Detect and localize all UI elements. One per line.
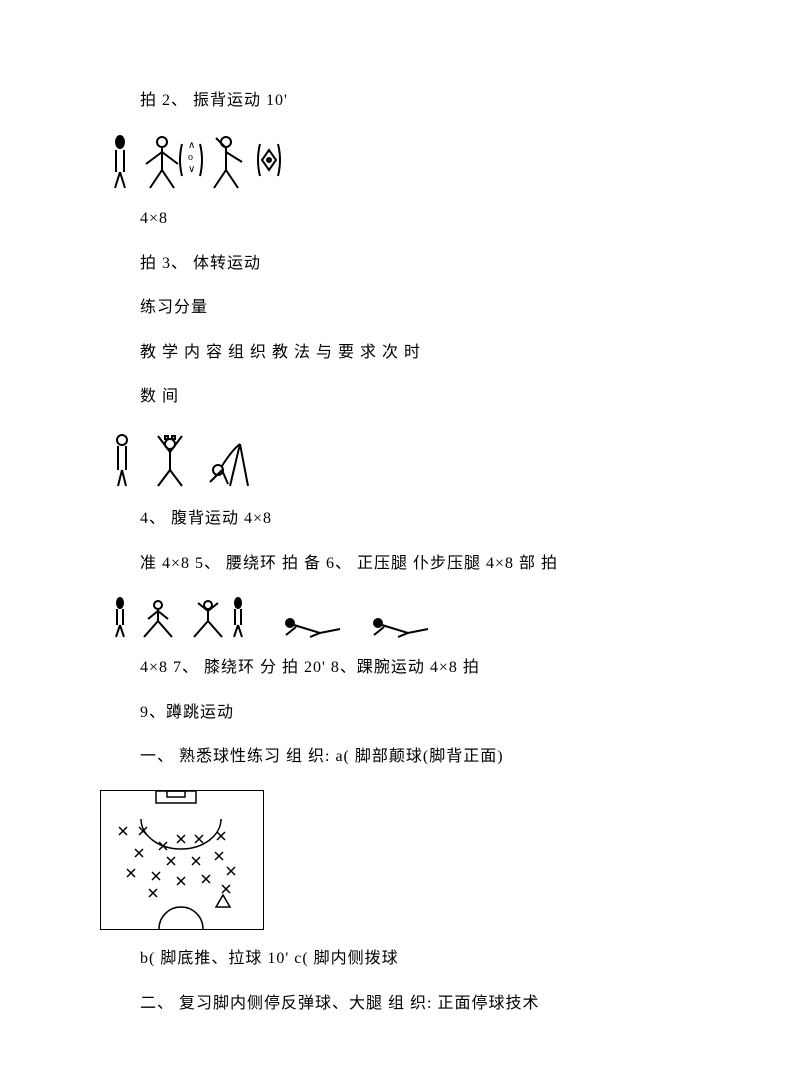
text-line-4: 练习分量: [140, 297, 700, 319]
text-line-6: 数 间: [140, 386, 700, 408]
text-line-2: 4×8: [140, 208, 700, 230]
text-line-8: 准 4×8 5、 腰绕环 拍 备 6、 正压腿 仆步压腿 4×8 部 拍: [140, 553, 700, 575]
exercise-figures-3-icon: [110, 597, 440, 639]
stick-figure-row-1: ∧ o ∨: [110, 134, 700, 190]
text-line-9: 4×8 7、 膝绕环 分 拍 20' 8、踝腕运动 4×8 拍: [140, 657, 700, 679]
stick-figure-row-3: [110, 597, 700, 639]
svg-text:∨: ∨: [188, 164, 195, 175]
exercise-figures-1-icon: ∧ o ∨: [110, 134, 305, 190]
text-line-1: 拍 2、 振背运动 10': [140, 90, 700, 112]
stick-figure-row-2: [110, 430, 700, 490]
document-page: 拍 2、 振背运动 10' ∧ o ∨: [0, 0, 800, 1077]
field-diagram-icon: [101, 791, 263, 929]
text-line-7: 4、 腹背运动 4×8: [140, 508, 700, 530]
text-line-12: b( 脚底推、拉球 10' c( 脚内侧拨球: [140, 948, 700, 970]
text-line-3: 拍 3、 体转运动: [140, 253, 700, 275]
svg-text:o: o: [188, 152, 193, 163]
text-line-5: 教 学 内 容 组 织 教 法 与 要 求 次 时: [140, 342, 700, 364]
svg-text:∧: ∧: [188, 140, 195, 151]
text-line-13: 二、 复习脚内侧停反弹球、大腿 组 织: 正面停球技术: [140, 993, 700, 1015]
text-line-11: 一、 熟悉球性练习 组 织: a( 脚部颠球(脚背正面): [140, 746, 700, 768]
field-diagram: [100, 790, 264, 930]
text-line-10: 9、蹲跳运动: [140, 702, 700, 724]
exercise-figures-2-icon: [110, 430, 270, 490]
